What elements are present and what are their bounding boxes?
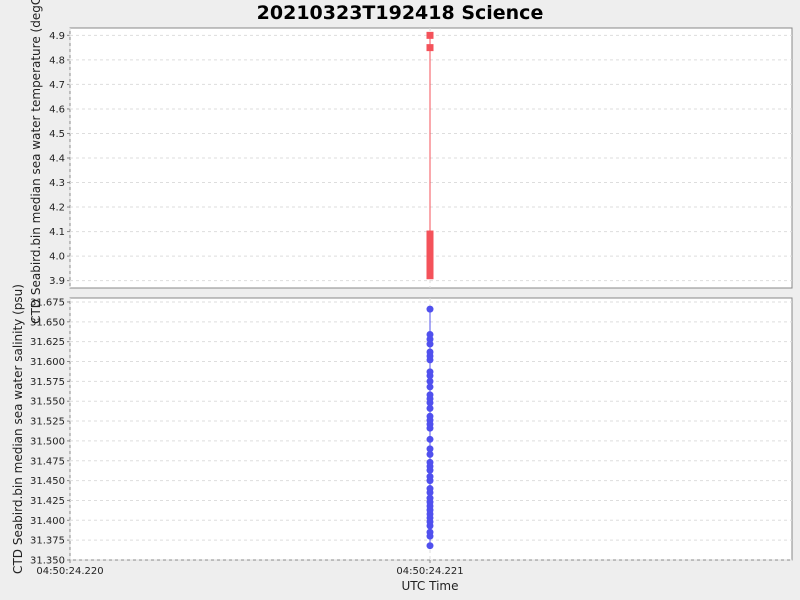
data-point	[426, 532, 434, 540]
x-axis-label: UTC Time	[402, 579, 459, 593]
data-point	[426, 435, 434, 443]
data-point	[426, 445, 434, 453]
y-tick-label: 31.600	[30, 357, 65, 368]
data-point	[426, 356, 434, 364]
x-tick-label: 04:50:24.221	[396, 566, 463, 577]
data-point	[426, 272, 434, 280]
y-axis-label: CTD Seabird.bin median sea water salinit…	[11, 284, 25, 574]
data-point	[426, 477, 434, 485]
data-point	[426, 305, 434, 313]
data-point	[426, 31, 434, 39]
y-tick-label: 4.3	[49, 178, 65, 189]
y-tick-label: 31.375	[30, 536, 65, 547]
y-tick-label: 4.7	[49, 80, 65, 91]
y-tick-label: 31.425	[30, 496, 65, 507]
data-point	[426, 383, 434, 391]
chart-title: 20210323T192418 Science	[257, 2, 544, 24]
x-tick-label: 04:50:24.220	[36, 566, 103, 577]
y-tick-label: 31.350	[30, 556, 65, 567]
data-point	[426, 404, 434, 412]
y-tick-label: 3.9	[49, 276, 65, 287]
y-tick-label: 31.500	[30, 436, 65, 447]
y-axis-label: CTD Seabird.bin median sea water tempera…	[29, 0, 43, 324]
panel-2: 31.350 31.375 31.400 31.425 31.450 31.475 31.5…	[11, 284, 793, 574]
y-tick-label: 31.550	[30, 397, 65, 408]
y-tick-label: 4.2	[49, 203, 65, 214]
data-point	[426, 340, 434, 348]
data-point	[426, 489, 434, 497]
y-tick-label: 4.5	[49, 129, 65, 140]
y-tick-label: 4.0	[49, 252, 65, 263]
y-tick-label: 4.4	[49, 154, 65, 165]
y-tick-label: 4.1	[49, 227, 65, 238]
y-tick-label: 4.9	[49, 31, 65, 42]
y-tick-label: 31.450	[30, 476, 65, 487]
data-point	[426, 466, 434, 474]
y-tick-label: 4.8	[49, 55, 65, 66]
data-point	[426, 542, 434, 550]
data-point	[426, 399, 434, 407]
panel-1: 3.9 4.0 4.1 4.2 4.3 4.4 4.5 4.6 4.7 4.8 4.9 CTD Sea…	[29, 0, 793, 324]
y-tick-label: 31.675	[30, 297, 65, 308]
y-tick-label: 4.6	[49, 104, 65, 115]
y-tick-label: 31.475	[30, 456, 65, 467]
y-tick-label: 31.400	[30, 516, 65, 527]
data-point	[426, 44, 434, 52]
data-point	[426, 372, 434, 380]
data-point	[426, 424, 434, 432]
y-tick-label: 31.525	[30, 417, 65, 428]
data-point	[426, 377, 434, 385]
data-point	[426, 522, 434, 530]
y-tick-label: 31.625	[30, 337, 65, 348]
data-point	[426, 450, 434, 458]
y-tick-label: 31.650	[30, 317, 65, 328]
y-tick-label: 31.575	[30, 377, 65, 388]
